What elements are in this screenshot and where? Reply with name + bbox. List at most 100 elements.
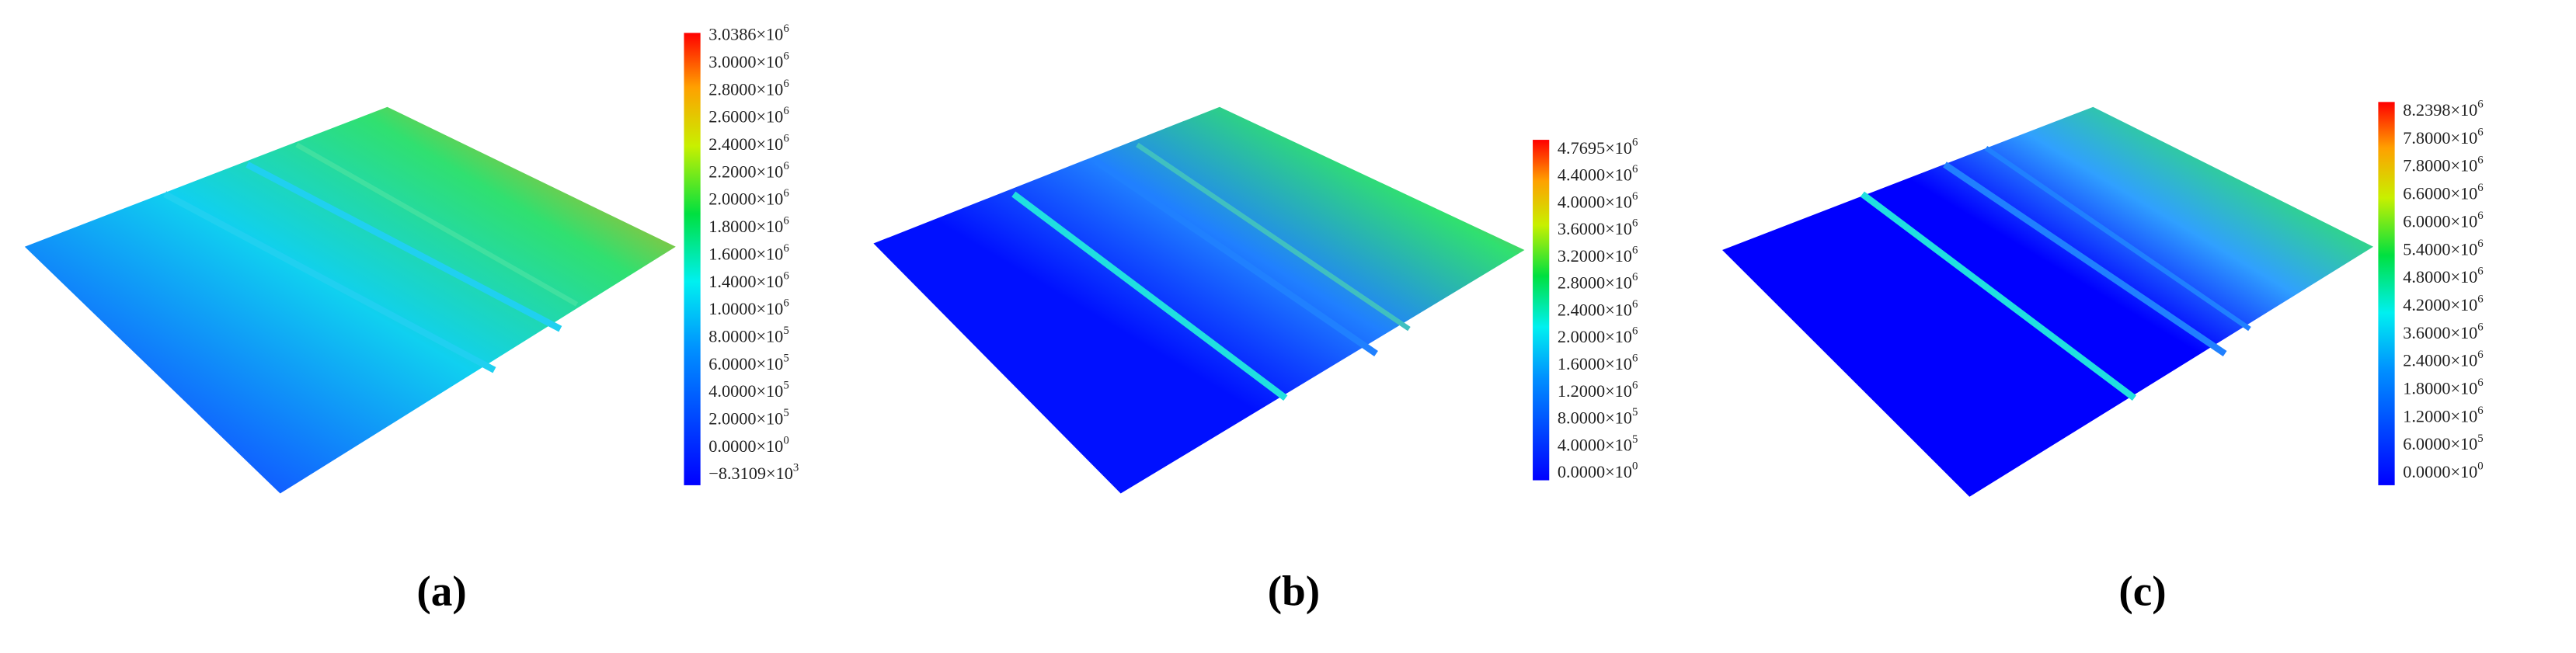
label-base: 3.6000×10 (2403, 323, 2477, 342)
label-exponent: 6 (1632, 353, 1638, 365)
label-exponent: 6 (2477, 349, 2483, 362)
label-exponent: 6 (1632, 190, 1638, 203)
label-exponent: 6 (783, 188, 788, 200)
label-exponent: 5 (1632, 406, 1638, 419)
label-exponent: 0 (1632, 460, 1638, 473)
colorbar-label: 7.8000×106 (2403, 127, 2483, 148)
label-base: 2.8000×10 (1558, 273, 1632, 293)
label-exponent: 6 (1632, 217, 1638, 230)
label-base: 4.4000×10 (1558, 165, 1632, 185)
colorbar-label: 4.0000×105 (1558, 433, 1638, 454)
colorbar-label: 2.2000×106 (708, 160, 788, 181)
colorbar-label: 6.0000×105 (708, 353, 788, 373)
label-base: 2.4000×10 (1558, 300, 1632, 320)
label-base: 7.8000×10 (2403, 128, 2477, 148)
panel-label: (b) (1268, 568, 1320, 615)
label-exponent: 5 (2477, 432, 2483, 445)
label-base: 6.0000×10 (2403, 434, 2477, 453)
label-base: 3.2000×10 (1558, 246, 1632, 266)
colorbar-label: 3.6000×106 (1558, 217, 1638, 238)
colorbar-label: 4.0000×105 (708, 380, 788, 401)
panel-label: (a) (416, 568, 466, 615)
label-exponent: 6 (783, 160, 788, 172)
colorbar-label: 3.2000×106 (1558, 245, 1638, 266)
label-base: 0.0000×10 (1558, 462, 1632, 481)
colorbar-label: 3.0386×106 (708, 23, 788, 44)
colorbar-label: 8.0000×105 (708, 325, 788, 346)
label-base: 4.0000×10 (1558, 192, 1632, 211)
label-base: 0.0000×10 (708, 436, 783, 456)
colorbar-label: 6.0000×106 (2403, 210, 2483, 231)
label-base: 1.2000×10 (2403, 407, 2477, 426)
label-exponent: 6 (1632, 163, 1638, 175)
label-base: 1.0000×10 (708, 299, 783, 318)
label-base: −8.3109×10 (708, 464, 793, 483)
label-exponent: 6 (1632, 272, 1638, 284)
label-exponent: 6 (2477, 405, 2483, 417)
label-exponent: 5 (783, 380, 788, 392)
label-base: 6.6000×10 (2403, 184, 2477, 203)
label-base: 8.2398×10 (2403, 100, 2477, 120)
label-base: 1.8000×10 (2403, 379, 2477, 398)
label-exponent: 6 (2477, 127, 2483, 139)
label-base: 3.0386×10 (708, 25, 783, 44)
label-base: 4.0000×10 (708, 381, 783, 401)
colorbar-label: 4.4000×106 (1558, 163, 1638, 184)
label-exponent: 6 (2477, 377, 2483, 389)
label-base: 2.4000×10 (708, 134, 783, 154)
plate-c (1722, 106, 2374, 497)
colorbar-label: 0.0000×100 (708, 435, 788, 456)
colorbar-label: −8.3109×103 (708, 462, 799, 483)
colorbar-label: 1.4000×106 (708, 270, 788, 291)
label-base: 0.0000×10 (2403, 462, 2477, 481)
label-exponent: 6 (2477, 99, 2483, 111)
label-exponent: 6 (783, 23, 788, 36)
colorbar (684, 33, 701, 485)
colorbar-label: 6.6000×106 (2403, 182, 2483, 203)
colorbar-label: 1.6000×106 (1558, 353, 1638, 373)
colorbar-label: 2.8000×106 (1558, 272, 1638, 293)
label-base: 7.8000×10 (2403, 156, 2477, 175)
colorbar-label: 2.4000×106 (2403, 349, 2483, 370)
label-base: 1.4000×10 (708, 272, 783, 291)
label-exponent: 6 (2477, 294, 2483, 306)
label-base: 4.2000×10 (2403, 295, 2477, 314)
label-exponent: 6 (1632, 325, 1638, 338)
label-exponent: 6 (783, 133, 788, 145)
colorbar-label: 7.8000×106 (2403, 155, 2483, 175)
label-exponent: 5 (783, 407, 788, 419)
label-exponent: 6 (2477, 155, 2483, 167)
colorbar-label: 8.0000×105 (1558, 406, 1638, 427)
panel-label: (c) (2118, 568, 2166, 615)
plate-a (24, 106, 676, 494)
colorbar-label: 2.0000×106 (708, 188, 788, 209)
label-exponent: 6 (783, 297, 788, 310)
label-base: 2.4000×10 (2403, 351, 2477, 370)
label-exponent: 6 (2477, 182, 2483, 195)
label-base: 2.8000×10 (708, 79, 783, 99)
label-exponent: 6 (2477, 266, 2483, 278)
colorbar (2378, 102, 2395, 485)
colorbar-label: 1.0000×106 (708, 297, 788, 318)
label-base: 1.6000×10 (708, 245, 783, 264)
label-base: 4.0000×10 (1558, 435, 1632, 454)
label-exponent: 6 (1632, 298, 1638, 311)
colorbar-label: 0.0000×100 (1558, 460, 1638, 481)
label-exponent: 3 (793, 462, 799, 474)
label-base: 1.8000×10 (708, 217, 783, 236)
label-base: 5.4000×10 (2403, 239, 2477, 259)
colorbar-label: 1.8000×106 (708, 215, 788, 236)
label-exponent: 6 (783, 78, 788, 90)
label-exponent: 5 (1632, 433, 1638, 446)
label-exponent: 6 (1632, 245, 1638, 257)
colorbar-label: 2.4000×106 (708, 133, 788, 154)
label-base: 8.0000×10 (708, 327, 783, 346)
label-exponent: 6 (783, 50, 788, 63)
label-exponent: 0 (783, 435, 788, 447)
colorbar-label: 2.4000×106 (1558, 298, 1638, 319)
colorbar-label: 8.2398×106 (2403, 99, 2483, 120)
colorbar-label: 5.4000×106 (2403, 238, 2483, 259)
colorbar-label: 1.8000×106 (2403, 377, 2483, 398)
